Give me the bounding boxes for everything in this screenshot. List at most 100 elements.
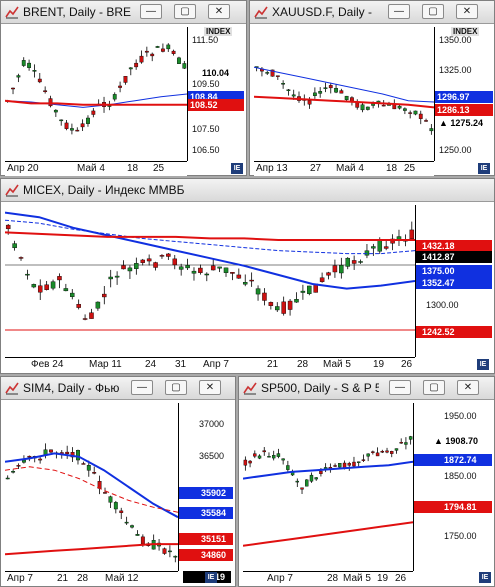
window-title: BRENT, Daily - BRE [23,5,132,19]
title-bar[interactable]: SP500, Daily - S & P 5 — ▢ ✕ [239,377,494,400]
candle-body [27,62,32,68]
restore-button[interactable]: ▢ [422,4,444,19]
moving-average-line [5,466,178,513]
candle-body [271,455,276,459]
candle-body [5,224,11,230]
window-title: XAUUSD.F, Daily - [272,5,373,19]
chart-icon [5,184,19,197]
close-button[interactable]: ✕ [457,380,479,395]
price-chart[interactable] [243,403,413,571]
candle-body [135,534,140,536]
time-axis: Апр 20 Май 4 18 25 [5,161,187,176]
candle-body [413,110,418,115]
minimize-button[interactable]: — [131,380,153,395]
candle-body [140,536,145,545]
price-chart[interactable] [5,27,187,161]
minimize-icon: — [137,382,147,393]
price-chart[interactable] [5,403,178,571]
candle-body [355,102,360,108]
time-label: Май 5 [343,573,371,584]
tick-label: 1950.00 [444,411,477,421]
price-label-ma-fast: 35584 [179,507,233,519]
moving-average-line [5,219,415,255]
candle-body [108,276,113,280]
tick-label: 109.50 [192,79,220,89]
corner-settings-button[interactable]: IE [478,163,490,174]
candle-body [399,442,403,444]
time-label: Апр 20 [7,163,39,174]
candle-body [114,275,120,278]
corner-settings-button[interactable]: IE [231,163,243,174]
corner-settings-button[interactable]: IE [479,572,491,583]
candle-body [281,301,286,314]
price-marker-last: 110.04 [188,67,244,79]
candle-body [312,92,317,96]
candle-body [223,267,229,273]
moving-average-line [5,99,187,106]
candle-body [50,281,56,289]
candle-body [49,449,53,453]
close-button[interactable]: ✕ [208,4,230,19]
title-bar[interactable]: XAUUSD.F, Daily - — ▢ ✕ [250,1,494,24]
candle-body [69,128,74,131]
window-brent[interactable]: BRENT, Daily - BRE — ▢ ✕ INDEX 111.50 11… [0,0,247,176]
candle-body [275,75,280,77]
price-label-ma-fast: 1375.00 [416,265,492,277]
candle-body [70,452,75,458]
time-label: Апр 7 [203,359,229,370]
time-label: Апр 13 [256,163,288,174]
candle-body [217,266,222,269]
restore-button[interactable]: ▢ [165,380,187,395]
window-xauusd[interactable]: XAUUSD.F, Daily - — ▢ ✕ INDEX 1350.00 13… [249,0,495,176]
candle-body [48,98,53,107]
candle-body [358,261,363,263]
candle-body [160,48,165,52]
corner-settings-button[interactable]: IE [477,359,489,370]
axis-header: INDEX [204,27,233,36]
minimize-button[interactable]: — [389,380,411,395]
price-label-last: 1275.24 [450,118,483,128]
candle-body [383,246,389,249]
restore-button[interactable]: ▢ [423,380,445,395]
title-bar[interactable]: MICEX, Daily - Индекс ММВБ [1,179,494,202]
tick-label: 1325.00 [439,65,472,75]
price-axis: 1950.00 ▲ 1908.70 1872.74 1850.00 1794.8… [413,403,492,571]
time-label: Апр 7 [267,573,293,584]
window-micex[interactable]: MICEX, Daily - Индекс ММВБ 1432.18 1412.… [0,178,495,374]
window-sim4[interactable]: SIM4, Daily - Фью — ▢ ✕ 37000 36500 3590… [0,376,236,587]
minimize-button[interactable]: — [388,4,410,19]
candle-body [112,94,117,100]
close-button[interactable]: ✕ [456,4,478,19]
tick-label: 1850.00 [444,471,477,481]
price-chart[interactable] [254,27,434,161]
price-label-ma-fast: 1872.74 [414,454,492,466]
price-label-ma-slow: 1242.52 [416,326,492,338]
tick-label: 36500 [199,451,225,461]
candle-body [64,122,69,129]
candle-body [191,270,197,274]
time-label: Май 4 [77,163,105,174]
candle-body [11,471,16,473]
restore-button[interactable]: ▢ [174,4,196,19]
candle-body [185,265,190,269]
candle-body [281,83,286,85]
candle-body [63,288,69,292]
candle-body [319,470,323,474]
close-button[interactable]: ✕ [199,380,221,395]
candle-body [257,455,262,459]
window-sp500[interactable]: SP500, Daily - S & P 5 — ▢ ✕ 1950.00 ▲ 1… [238,376,495,587]
candle-body [204,273,210,276]
title-bar[interactable]: SIM4, Daily - Фью — ▢ ✕ [1,377,235,400]
candle-body [339,265,344,274]
candle-body [44,284,49,290]
minimize-button[interactable]: — [140,4,162,19]
moving-average-line [5,211,415,290]
candle-body [319,277,325,282]
candle-body [70,292,75,297]
price-chart[interactable] [5,205,415,357]
title-bar[interactable]: BRENT, Daily - BRE — ▢ ✕ [1,1,246,24]
candle-body [82,318,88,320]
corner-settings-button[interactable]: IE [205,572,217,583]
candle-body [360,104,365,111]
candle-body [119,510,124,513]
